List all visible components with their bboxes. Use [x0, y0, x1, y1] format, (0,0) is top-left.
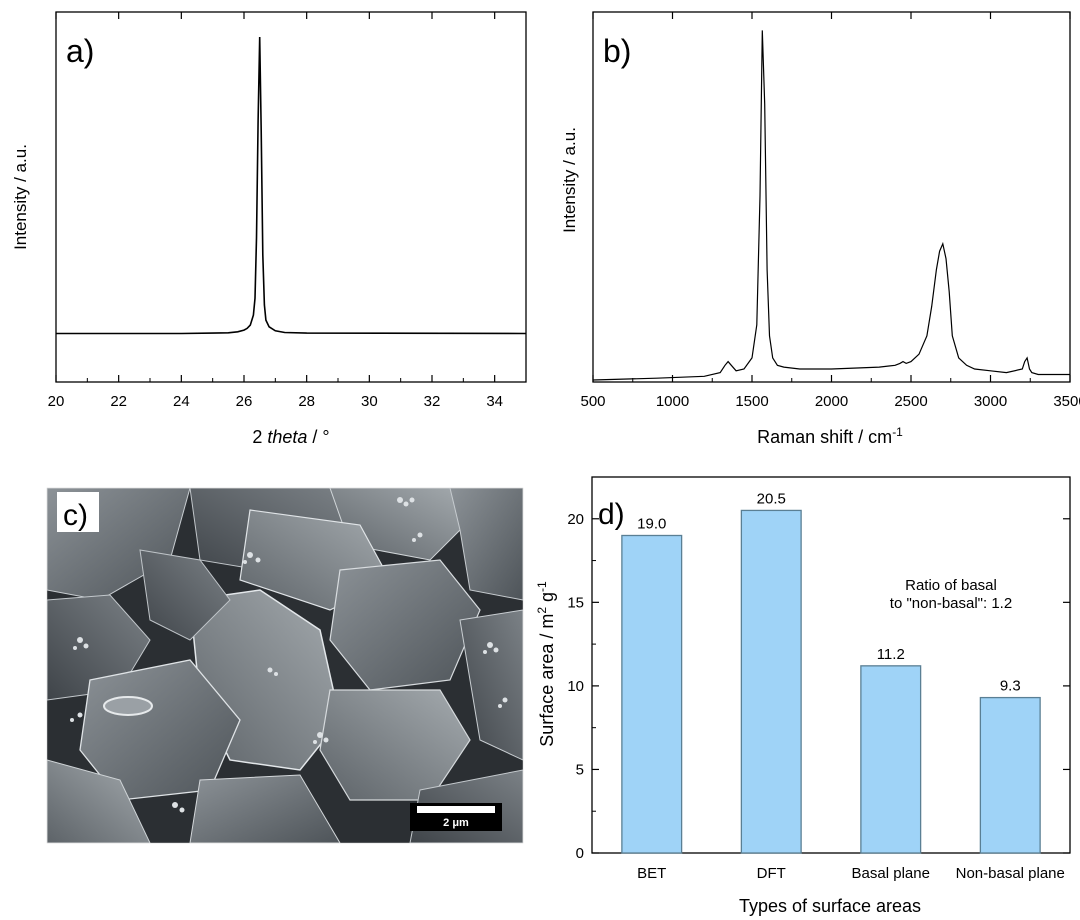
panel-b-xtick-label: 500 [580, 393, 605, 410]
panel-a-xtick-label: 20 [48, 393, 65, 410]
panel-a-xlabel: 2 theta / ° [252, 427, 329, 447]
panel-d-category-label: Non-basal plane [956, 865, 1065, 882]
panel-b-ylabel: Intensity / a.u. [560, 127, 579, 233]
ratio-annotation-line2: to "non-basal": 1.2 [890, 595, 1012, 612]
panel-a-xtick-label: 22 [110, 393, 127, 410]
panel-d-xlabel: Types of surface areas [739, 896, 921, 916]
panel-a-xtick-label: 26 [236, 393, 253, 410]
panel-b-xtick-label: 1000 [656, 393, 689, 410]
panel-d-bars: 19.0 20.5 11.2 9.3 [621, 490, 1041, 854]
panel-a-ylabel: Intensity / a.u. [11, 144, 30, 250]
panel-d-ytick-label: 0 [576, 845, 584, 862]
bar-basal-plane [860, 665, 922, 854]
bar-value-label: 20.5 [757, 490, 786, 507]
panel-c: 2 μm c) [46, 487, 524, 844]
panel-a: a) Intensity / a.u. 2 theta / ° 20 22 24 26… [11, 11, 527, 447]
panel-d-frame [591, 476, 1071, 854]
panel-d-ytick-label: 15 [567, 594, 584, 611]
panel-b-raman-line [592, 30, 1070, 381]
bar-value-label: 19.0 [637, 515, 666, 532]
panel-d-ytick-label: 10 [567, 678, 584, 695]
panel-b-xlabel: Raman shift / cm-1 [757, 425, 903, 447]
panel-c-label-box [57, 492, 99, 532]
panel-a-xtick-label: 28 [298, 393, 315, 410]
panel-d: d) Surface area / m2 g-1 Types of surfac… [535, 476, 1071, 916]
panel-a-label: a) [66, 33, 94, 69]
panel-b-frame [592, 11, 1071, 383]
bar-value-label: 9.3 [1000, 678, 1021, 695]
bar-bet [621, 534, 683, 854]
panel-a-xrd-line [56, 36, 527, 335]
sem-image: 2 μm [47, 488, 523, 843]
ratio-annotation-line1: Ratio of basal [905, 577, 997, 594]
panel-b-xtick-label: 1500 [735, 393, 768, 410]
panel-a-xtick-label: 30 [361, 393, 378, 410]
panel-b-xtick-label: 3500 [1053, 393, 1080, 410]
panel-d-category-label: Basal plane [852, 865, 930, 882]
panel-b-xtick-label: 2000 [815, 393, 848, 410]
panel-a-x-axis: 20 22 24 26 28 30 32 34 [48, 12, 503, 410]
bar-dft [740, 509, 802, 854]
panel-d-ytick-label: 20 [567, 511, 584, 528]
bar-non-basal-plane [979, 696, 1041, 854]
panel-d-label: d) [598, 498, 625, 531]
panel-a-frame [55, 11, 527, 383]
panel-b-xtick-label: 2500 [894, 393, 927, 410]
panel-b-label: b) [603, 33, 631, 69]
panel-d-category-label: BET [637, 865, 666, 882]
scale-bar-label: 2 μm [443, 817, 469, 829]
panel-d-axes: 0 5 10 15 20 BET DFT Basal plane Non-basal plane [567, 511, 1070, 882]
sem-particles [70, 497, 508, 813]
panel-a-xtick-label: 34 [486, 393, 503, 410]
panel-d-ylabel: Surface area / m2 g-1 [535, 581, 557, 747]
bar-value-label: 11.2 [877, 646, 905, 663]
panel-c-label: c) [63, 499, 88, 532]
panel-b: b) Intensity / a.u. Raman shift / cm-1 5… [560, 11, 1080, 447]
scale-bar [417, 806, 495, 813]
panel-a-xtick-label: 24 [173, 393, 190, 410]
panel-d-category-label: DFT [757, 865, 786, 882]
panel-b-xtick-label: 3000 [974, 393, 1007, 410]
panel-b-x-axis: 500 1000 1500 2000 2500 3000 3500 [580, 12, 1080, 410]
panel-a-xtick-label: 32 [424, 393, 441, 410]
panel-d-ytick-label: 5 [576, 761, 584, 778]
